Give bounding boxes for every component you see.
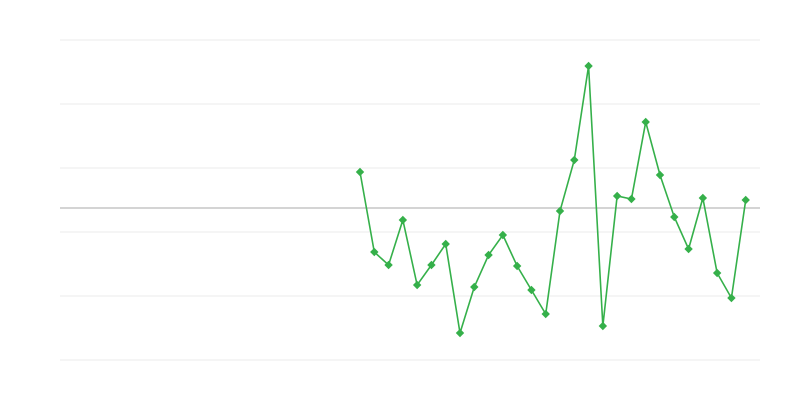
- data-point: [712, 268, 722, 278]
- data-point: [698, 193, 708, 203]
- data-point: [727, 293, 736, 303]
- data-point: [612, 191, 622, 201]
- data-point: [670, 212, 679, 222]
- data-point: [398, 215, 408, 225]
- series-line: [355, 61, 750, 338]
- data-point: [741, 195, 750, 205]
- data-point: [598, 321, 608, 331]
- gridlines: [60, 39, 760, 361]
- data-point: [570, 155, 579, 165]
- data-point: [627, 194, 636, 204]
- data-point: [555, 206, 565, 216]
- data-point: [455, 328, 465, 338]
- data-point: [441, 239, 450, 249]
- data-point: [412, 280, 422, 290]
- data-point: [427, 260, 436, 270]
- data-point: [527, 285, 536, 295]
- data-point: [384, 260, 393, 270]
- data-point: [684, 244, 693, 254]
- series-path: [359, 65, 747, 334]
- data-point: [484, 250, 493, 260]
- data-point: [512, 261, 522, 271]
- data-point: [655, 170, 665, 180]
- data-point: [584, 61, 593, 71]
- data-point: [541, 309, 550, 319]
- data-point: [498, 230, 508, 240]
- data-point: [641, 117, 650, 127]
- data-point: [470, 282, 479, 292]
- data-point: [370, 247, 379, 257]
- data-point: [355, 167, 365, 177]
